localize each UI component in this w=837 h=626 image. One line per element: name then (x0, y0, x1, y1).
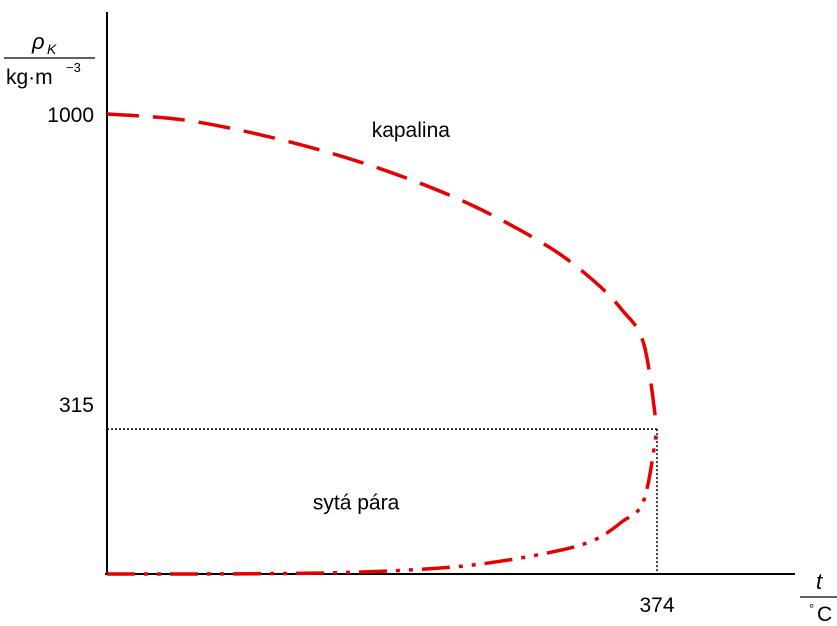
y-label-unit-exponent: −3 (66, 60, 81, 75)
y-tick-label-315: 315 (59, 394, 94, 417)
y-label-symbol: ρ (31, 29, 45, 54)
y-tick-label-1000: 1000 (47, 104, 94, 127)
x-tick-label-374: 374 (639, 594, 674, 617)
x-axis-label: t ° C (800, 569, 837, 626)
series-line-syta-para (107, 428, 659, 576)
series-line-kapalina (106, 112, 659, 430)
annotation-syta-para: sytá pára (313, 492, 400, 515)
x-label-symbol: t (816, 569, 823, 594)
x-label-degree: ° (809, 601, 814, 616)
y-axis-label: ρ K kg·m −3 (4, 29, 95, 89)
x-label-unit: C (817, 603, 832, 626)
y-label-subscript: K (47, 41, 57, 57)
y-label-unit-base: kg·m (6, 66, 53, 89)
annotation-kapalina: kapalina (372, 119, 451, 142)
